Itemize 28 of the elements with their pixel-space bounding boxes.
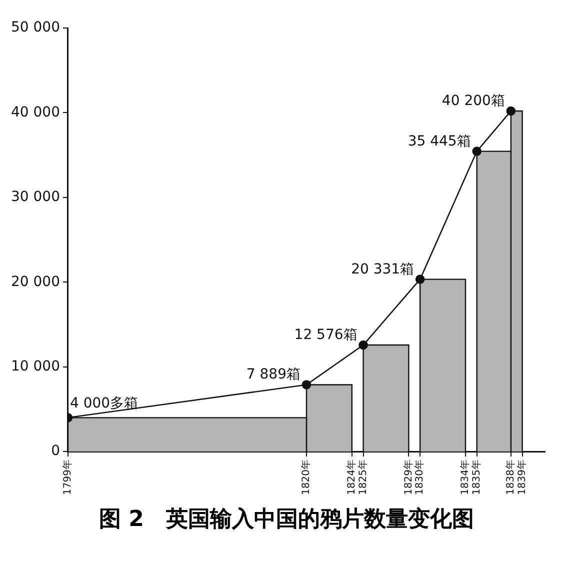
y-tick-label: 20 000	[10, 274, 60, 290]
point	[506, 106, 516, 116]
point	[415, 274, 425, 284]
data-label: 35 445箱	[408, 133, 471, 150]
y-tick-label: 0	[51, 443, 60, 460]
text: 图 2 英国输入中国的鸦片数量变化图	[98, 506, 475, 534]
x-tick-label: 1799年	[62, 460, 74, 496]
y-tick-label: 30 000	[10, 189, 60, 206]
x-tick-label: 1830年	[414, 460, 426, 496]
point	[302, 380, 312, 390]
x-tick-label: 1834年	[459, 460, 472, 496]
x-tick-label: 1838年	[504, 460, 517, 496]
data-label: 20 331箱	[351, 261, 414, 278]
data-label: 4 000多箱	[70, 396, 138, 412]
point	[472, 146, 482, 156]
data-label: 7 889箱	[246, 366, 300, 383]
y-tick-label: 10 000	[10, 358, 60, 374]
point	[358, 340, 368, 350]
x-tick-label: 1820年	[300, 460, 312, 496]
y-tick-label: 50 000	[10, 20, 60, 36]
x-tick-label: 1829年	[402, 460, 414, 496]
data-label: 40 200箱	[442, 93, 505, 110]
x-tick-label: 1835年	[470, 460, 482, 496]
y-tick-label: 40 000	[10, 104, 60, 120]
x-tick-label: 1825年	[356, 460, 369, 496]
x-tick-label: 1824年	[346, 460, 358, 496]
data-label: 12 576箱	[294, 327, 358, 344]
x-tick-label: 1839年	[516, 460, 528, 496]
